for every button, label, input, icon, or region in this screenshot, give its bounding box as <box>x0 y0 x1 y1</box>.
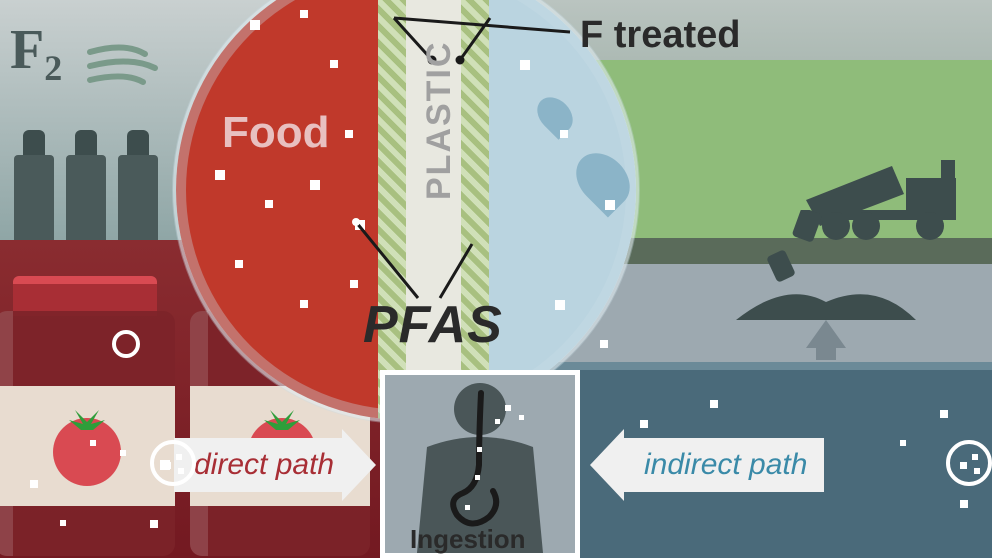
indirect-path-label: indirect path <box>644 448 807 482</box>
plastic-label: PLASTIC <box>420 41 459 200</box>
pfas-particle <box>960 462 967 469</box>
pfas-particle <box>972 454 978 460</box>
highlight-ring <box>946 440 992 486</box>
highlight-ring <box>112 330 140 358</box>
arrow-head-right-icon <box>342 429 376 501</box>
food-label: Food <box>222 108 330 158</box>
arrow-head-left-icon <box>590 429 624 501</box>
f-treated-label: F treated <box>580 14 740 57</box>
ingestion-label: Ingestion <box>410 524 526 555</box>
pfas-particle <box>178 468 184 474</box>
direct-path-label: direct path <box>194 448 334 482</box>
highlight-ring <box>150 440 196 486</box>
infographic-stage: F2 <box>0 0 992 558</box>
indirect-path-arrow: indirect path <box>590 438 824 492</box>
pfas-particle <box>974 468 980 474</box>
direct-path-arrow: direct path <box>174 438 376 492</box>
pfas-label: PFAS <box>363 295 503 355</box>
pfas-particle <box>164 462 171 469</box>
pfas-particle <box>176 454 182 460</box>
